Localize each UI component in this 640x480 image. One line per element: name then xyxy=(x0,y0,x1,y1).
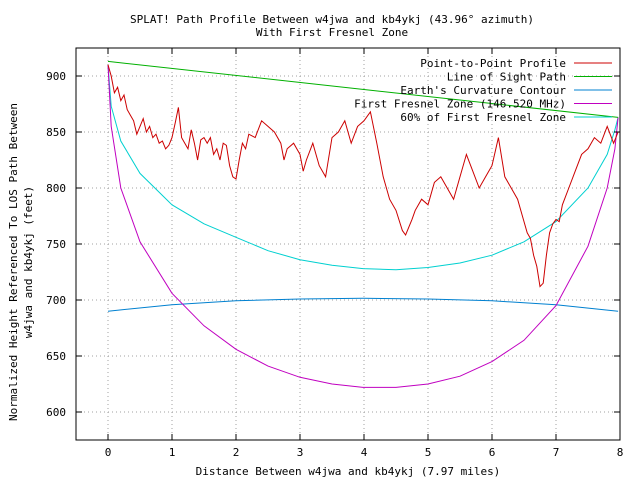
y-axis-label-line-2: w4jwa and kb4ykj (feet) xyxy=(22,186,35,338)
legend-entry-fresnel-60: 60% of First Fresnel Zone xyxy=(400,111,566,124)
line-of-sight-line xyxy=(107,60,619,118)
legend-entry-los: Line of Sight Path xyxy=(447,71,566,84)
x-tick-label: 7 xyxy=(553,446,560,459)
y-tick-label: 850 xyxy=(46,126,66,139)
legend-entry-curvature: Earth's Curvature Contour xyxy=(400,84,566,97)
y-tick-label: 700 xyxy=(46,294,66,307)
x-tick-label: 5 xyxy=(425,446,432,459)
axis-ticks: 0 1 2 3 4 5 6 7 8 600 650 700 750 800 850 900 xyxy=(46,48,623,459)
y-tick-label: 600 xyxy=(46,406,66,419)
y-tick-label: 800 xyxy=(46,182,66,195)
y-tick-label: 750 xyxy=(46,238,66,251)
x-tick-label: 0 xyxy=(105,446,112,459)
chart-title: SPLAT! Path Profile Between w4jwa and kb… xyxy=(130,13,534,26)
y-tick-label: 900 xyxy=(46,70,66,83)
x-tick-label: 4 xyxy=(361,446,368,459)
x-axis-label: Distance Between w4jwa and kb4ykj (7.97 … xyxy=(196,465,501,478)
series-group xyxy=(107,60,619,388)
x-tick-label: 3 xyxy=(297,446,304,459)
grid xyxy=(76,48,621,440)
fresnel-60-line xyxy=(107,64,619,271)
x-tick-label: 8 xyxy=(617,446,624,459)
x-tick-label: 1 xyxy=(169,446,176,459)
fresnel-zone-line xyxy=(107,64,619,388)
x-tick-label: 2 xyxy=(233,446,240,459)
chart-subtitle: With First Fresnel Zone xyxy=(256,26,408,39)
legend-entry-fresnel: First Fresnel Zone (146.520 MHz) xyxy=(354,98,566,111)
y-axis-label-line-1: Normalized Height Referenced To LOS Path… xyxy=(7,103,20,421)
y-tick-label: 650 xyxy=(46,350,66,363)
x-tick-label: 6 xyxy=(489,446,496,459)
earth-curvature-line xyxy=(107,297,619,312)
legend-entry-profile: Point-to-Point Profile xyxy=(420,57,566,70)
profile-line xyxy=(107,64,619,288)
